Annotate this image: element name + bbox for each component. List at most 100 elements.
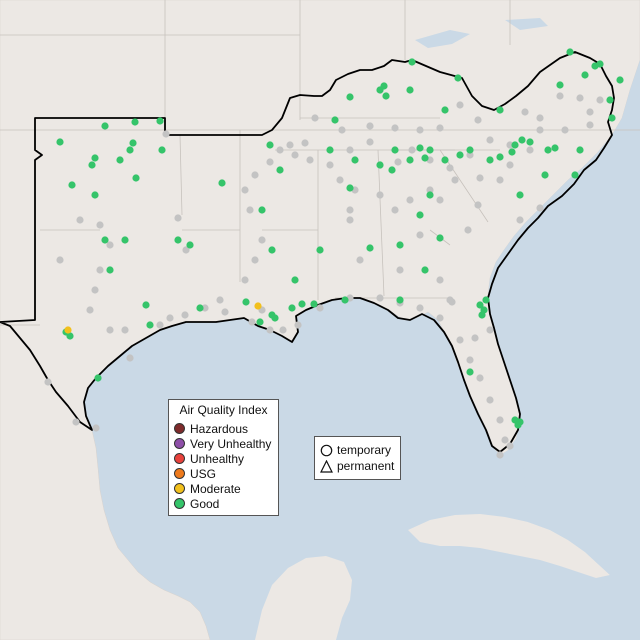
monitor-marker-other[interactable] [586,108,594,116]
monitor-marker-good[interactable] [126,146,134,154]
monitor-marker-other[interactable] [106,241,114,249]
monitor-marker-other[interactable] [156,321,164,329]
monitor-marker-good[interactable] [91,191,99,199]
monitor-marker-other[interactable] [486,326,494,334]
monitor-marker-good[interactable] [486,156,494,164]
monitor-marker-good[interactable] [454,74,462,82]
monitor-marker-other[interactable] [406,196,414,204]
monitor-marker-other[interactable] [338,126,346,134]
monitor-marker-other[interactable] [561,126,569,134]
monitor-marker-other[interactable] [466,356,474,364]
monitor-marker-other[interactable] [521,108,529,116]
monitor-marker-other[interactable] [396,266,404,274]
monitor-marker-good[interactable] [508,148,516,156]
monitor-marker-good[interactable] [466,368,474,376]
monitor-marker-other[interactable] [446,296,454,304]
monitor-marker-other[interactable] [516,216,524,224]
monitor-marker-other[interactable] [166,314,174,322]
monitor-marker-good[interactable] [596,60,604,68]
monitor-marker-good[interactable] [94,374,102,382]
monitor-marker-other[interactable] [376,294,384,302]
monitor-marker-good[interactable] [266,141,274,149]
monitor-marker-other[interactable] [182,246,190,254]
monitor-marker-good[interactable] [316,246,324,254]
monitor-marker-other[interactable] [76,216,84,224]
monitor-marker-other[interactable] [248,318,256,326]
monitor-marker-good[interactable] [496,153,504,161]
monitor-marker-good[interactable] [186,241,194,249]
monitor-marker-other[interactable] [126,354,134,362]
monitor-marker-other[interactable] [466,151,474,159]
monitor-marker-good[interactable] [406,156,414,164]
monitor-marker-other[interactable] [391,124,399,132]
monitor-marker-other[interactable] [346,206,354,214]
monitor-marker-good[interactable] [511,141,519,149]
monitor-marker-other[interactable] [474,116,482,124]
monitor-marker-other[interactable] [436,276,444,284]
monitor-marker-good[interactable] [551,144,559,152]
monitor-marker-other[interactable] [91,286,99,294]
monitor-marker-good[interactable] [391,146,399,154]
monitor-marker-other[interactable] [526,146,534,154]
monitor-marker-other[interactable] [394,158,402,166]
monitor-marker-good[interactable] [256,318,264,326]
monitor-marker-other[interactable] [408,146,416,154]
monitor-marker-good[interactable] [581,71,589,79]
monitor-marker-good[interactable] [396,296,404,304]
monitor-marker-other[interactable] [366,122,374,130]
monitor-marker-good[interactable] [466,146,474,154]
monitor-marker-other[interactable] [336,176,344,184]
monitor-marker-other[interactable] [291,151,299,159]
monitor-marker-other[interactable] [506,161,514,169]
monitor-marker-other[interactable] [416,126,424,134]
monitor-marker-good[interactable] [258,206,266,214]
monitor-marker-other[interactable] [446,164,454,172]
monitor-marker-other[interactable] [251,171,259,179]
monitor-marker-good[interactable] [388,166,396,174]
monitor-marker-other[interactable] [276,146,284,154]
monitor-marker-good[interactable] [408,58,416,66]
monitor-marker-good[interactable] [131,118,139,126]
monitor-marker-good[interactable] [421,266,429,274]
monitor-marker-other[interactable] [301,139,309,147]
monitor-marker-good[interactable] [218,179,226,187]
monitor-marker-other[interactable] [536,114,544,122]
monitor-marker-good[interactable] [146,321,154,329]
monitor-marker-good[interactable] [298,300,306,308]
monitor-marker-good[interactable] [132,174,140,182]
monitor-marker-other[interactable] [121,326,129,334]
monitor-marker-other[interactable] [356,256,364,264]
monitor-marker-other[interactable] [346,216,354,224]
monitor-marker-good[interactable] [56,138,64,146]
monitor-marker-other[interactable] [92,424,100,432]
monitor-marker-good[interactable] [441,106,449,114]
monitor-marker-good[interactable] [416,144,424,152]
monitor-marker-good[interactable] [68,181,76,189]
monitor-marker-good[interactable] [566,48,574,56]
monitor-marker-other[interactable] [506,141,514,149]
monitor-marker-other[interactable] [496,176,504,184]
monitor-marker-other[interactable] [476,174,484,182]
monitor-marker-other[interactable] [72,418,80,426]
monitor-marker-good[interactable] [478,311,486,319]
monitor-marker-other[interactable] [258,236,266,244]
monitor-marker-good[interactable] [541,171,549,179]
monitor-marker-good[interactable] [121,236,129,244]
monitor-marker-other[interactable] [346,146,354,154]
monitor-marker-other[interactable] [471,334,479,342]
monitor-marker-good[interactable] [242,298,250,306]
monitor-marker-good[interactable] [516,191,524,199]
monitor-marker-good[interactable] [518,136,526,144]
monitor-marker-other[interactable] [241,276,249,284]
monitor-marker-other[interactable] [96,221,104,229]
monitor-marker-good[interactable] [441,156,449,164]
monitor-marker-good[interactable] [476,301,484,309]
monitor-marker-good[interactable] [526,138,534,146]
monitor-marker-other[interactable] [416,231,424,239]
monitor-marker-other[interactable] [246,206,254,214]
monitor-marker-good[interactable] [129,139,137,147]
monitor-marker-good[interactable] [326,146,334,154]
monitor-marker-other[interactable] [486,396,494,404]
monitor-marker-good[interactable] [416,211,424,219]
